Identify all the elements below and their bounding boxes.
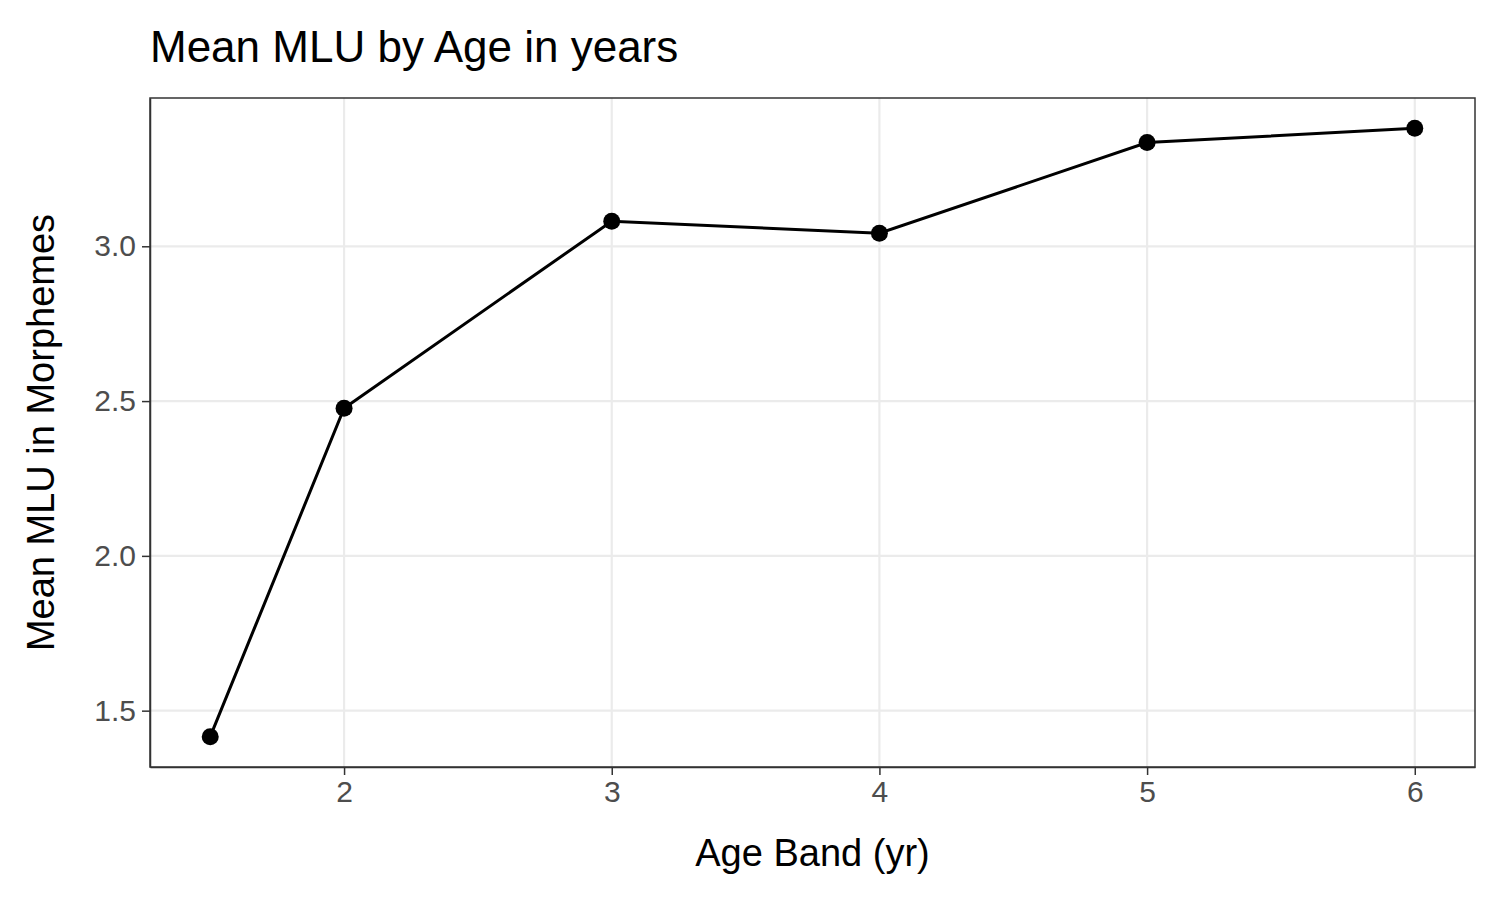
y-tick-mark bbox=[142, 246, 150, 248]
point bbox=[336, 400, 353, 417]
grid-line-y bbox=[150, 555, 1475, 557]
x-tick-mark bbox=[1147, 767, 1149, 775]
y-tick: 2.5 bbox=[94, 384, 150, 417]
x-tick: 3 bbox=[604, 767, 621, 808]
y-tick-label: 2.5 bbox=[94, 384, 136, 417]
x-tick-mark bbox=[611, 767, 613, 775]
line bbox=[210, 128, 1415, 736]
point bbox=[603, 213, 620, 230]
point bbox=[1139, 134, 1156, 151]
x-tick-mark bbox=[1415, 767, 1417, 775]
x-tick: 5 bbox=[1139, 767, 1156, 808]
x-tick-label: 4 bbox=[872, 775, 889, 808]
x-tick: 2 bbox=[336, 767, 353, 808]
chart: 2 3 4 5 6 1.5 2.0 2.5 3.0 Mean MLU by Age in year… bbox=[0, 0, 1500, 900]
plot-frame bbox=[150, 98, 1475, 767]
point bbox=[202, 728, 219, 745]
title: Mean MLU by Age in years bbox=[150, 22, 678, 71]
grid bbox=[150, 98, 1475, 767]
x-tick-mark bbox=[344, 767, 346, 775]
grid-line-x bbox=[343, 98, 345, 767]
y-tick-mark bbox=[142, 401, 150, 403]
plot: 2 3 4 5 6 1.5 2.0 2.5 3.0 bbox=[94, 98, 1475, 808]
x-tick-mark bbox=[879, 767, 881, 775]
y-tick-label: 2.0 bbox=[94, 539, 136, 572]
x-tick-label: 5 bbox=[1139, 775, 1156, 808]
series bbox=[202, 120, 1424, 745]
y-tick: 1.5 bbox=[94, 694, 150, 727]
grid-line-x bbox=[878, 98, 880, 767]
x-axis-title: Age Band (yr) bbox=[695, 832, 929, 874]
x-tick: 4 bbox=[872, 767, 889, 808]
x-tick-label: 6 bbox=[1407, 775, 1424, 808]
x-axis: 2 3 4 5 6 bbox=[151, 767, 1476, 808]
y-tick-mark bbox=[142, 710, 150, 712]
grid-line-x bbox=[1414, 98, 1416, 767]
x-tick: 6 bbox=[1407, 767, 1424, 808]
grid-line-y bbox=[150, 710, 1475, 712]
y-tick: 2.0 bbox=[94, 539, 150, 572]
x-tick-label: 2 bbox=[336, 775, 353, 808]
grid-line-x bbox=[611, 98, 613, 767]
y-tick-label: 3.0 bbox=[94, 229, 136, 262]
point bbox=[871, 225, 888, 242]
y-tick-mark bbox=[142, 556, 150, 558]
grid-line-y bbox=[150, 245, 1475, 247]
y-axis: 1.5 2.0 2.5 3.0 bbox=[94, 99, 150, 768]
y-tick-label: 1.5 bbox=[94, 694, 136, 727]
grid-line-x bbox=[1146, 98, 1148, 767]
y-tick: 3.0 bbox=[94, 229, 150, 262]
plot-background bbox=[150, 98, 1475, 767]
point bbox=[1406, 120, 1423, 137]
x-tick-label: 3 bbox=[604, 775, 621, 808]
y-axis-title: Mean MLU in Morphemes bbox=[20, 214, 62, 651]
